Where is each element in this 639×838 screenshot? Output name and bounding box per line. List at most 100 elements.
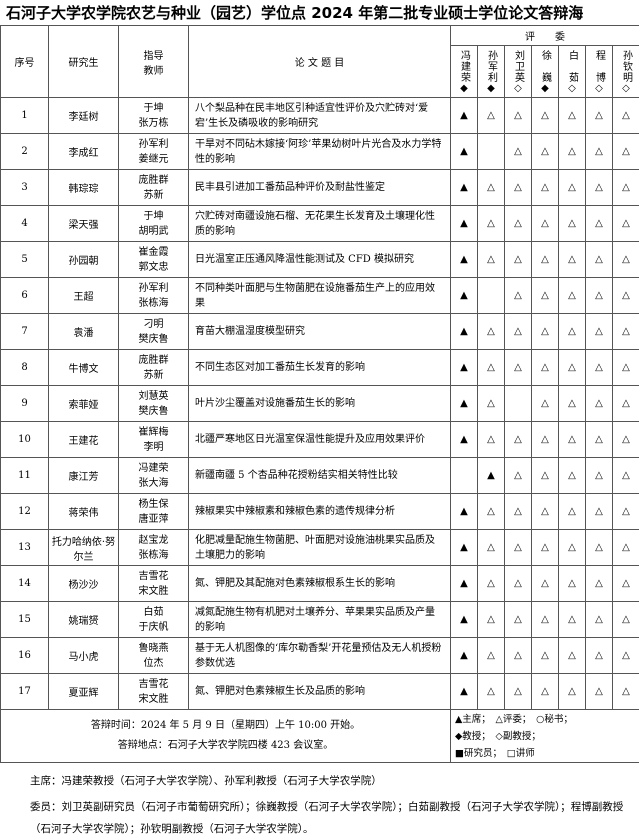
advisor: 胡明武 (138, 225, 169, 237)
members: 委员：刘卫英副研究员（石河子市葡萄研究所）；徐巍教授（石河子大学农学院）；白茹副… (30, 801, 624, 835)
committee-role: △ (531, 241, 559, 278)
table-row: 7 袁潘 刁明 樊庆鲁 育苗大棚温湿度模型研究 ▲ △ △ △ △ △ △ (0, 313, 639, 350)
student: 韩琮琮 (48, 169, 119, 206)
committee-role: △ (531, 133, 559, 170)
student: 孙园朝 (48, 241, 119, 278)
row-number: 12 (0, 493, 49, 530)
thesis-title: 北疆严寒地区日光温室保温性能提升及应用效果评价 (188, 421, 451, 458)
member-rank: ◆ (460, 82, 468, 94)
advisor: 唐亚萍 (138, 513, 169, 525)
committee-role: △ (558, 673, 586, 710)
committee-role: △ (531, 565, 559, 602)
student: 李廷树 (48, 97, 119, 134)
committee-role: ▲ (450, 493, 478, 530)
committee-role: △ (585, 457, 613, 494)
table-foot: 答辩时间：2024 年 5 月 9 日（星期四）上午 10:00 开始。 答辩地… (0, 709, 639, 763)
committee-role: △ (504, 349, 532, 386)
row-number: 15 (0, 601, 49, 638)
committee-role: △ (531, 205, 559, 242)
committee-role: △ (585, 133, 613, 170)
committee-role: △ (558, 313, 586, 350)
member-rank: ◇ (514, 82, 522, 94)
row-number: 5 (0, 241, 49, 278)
advisors: 于坤 张万栋 (118, 97, 189, 134)
committee-role: △ (558, 169, 586, 206)
committee-role: △ (558, 349, 586, 386)
committee-role: △ (477, 385, 505, 422)
committee-role: △ (585, 349, 613, 386)
committee-role: △ (477, 169, 505, 206)
thesis-title: 穴贮砖对南疆设施石榴、无花果生长发育及土壤理化性质的影响 (188, 205, 451, 242)
member-name: 白 茹 (566, 49, 578, 83)
table-head: 序号 研究生 指导 教师 论 文 题 目 评 委 冯建荣 ◆ 孙军利 ◆ 刘卫英 ◇ 徐 巍 ◆… (0, 25, 639, 98)
advisor: 杨生保 (138, 498, 169, 510)
col-header-line: 指导 (143, 50, 164, 62)
committee-role: △ (531, 637, 559, 674)
thesis-title: 氮、钾肥对色素辣椒生长及品质的影响 (188, 673, 451, 710)
student: 袁潘 (48, 313, 119, 350)
row-number: 3 (0, 169, 49, 206)
advisors: 赵宝龙 张栋海 (118, 529, 189, 566)
committee-role: △ (558, 385, 586, 422)
committee-role: △ (477, 529, 505, 566)
thesis-title: 辣椒果实中辣椒素和辣椒色素的遗传规律分析 (188, 493, 451, 530)
committee-role: △ (585, 601, 613, 638)
table-row: 8 牛博文 庞胜群 苏新 不同生态区对加工番茄生长发育的影响 ▲ △ △ △ △ △ △ (0, 349, 639, 386)
committee-role: △ (504, 529, 532, 566)
row-number: 7 (0, 313, 49, 350)
committee-role: △ (611, 241, 639, 278)
advisor: 宋文胜 (138, 693, 169, 705)
table-row: 13 托力哈纳依·努尔兰 赵宝龙 张栋海 化肥减量配施生物菌肥、叶面肥对设施油桃果实品质… (0, 529, 639, 566)
committee-role: △ (585, 97, 613, 134)
member-rank: ◇ (595, 82, 603, 94)
advisors: 崔辉梅 李明 (118, 421, 189, 458)
advisor: 张大海 (138, 477, 169, 489)
committee-role: △ (611, 421, 639, 458)
thesis-title: 不同种类叶面肥与生物菌肥在设施番茄生产上的应用效果 (188, 277, 451, 314)
table-row: 9 索菲娅 刘慧英 樊庆鲁 叶片沙尘覆盖对设施番茄生长的影响 ▲ △ △ △ △ △ (0, 385, 639, 422)
committee-role: △ (477, 637, 505, 674)
student: 王建花 (48, 421, 119, 458)
thesis-title: 基于无人机图像的‘库尔勒香梨’开花量预估及无人机授粉参数优选 (188, 637, 451, 674)
table-row: 12 蒋荣伟 杨生保 唐亚萍 辣椒果实中辣椒素和辣椒色素的遗传规律分析 ▲ △ △ △ △ △ △ (0, 493, 639, 530)
committee-role: △ (611, 457, 639, 494)
committee-role: △ (611, 493, 639, 530)
committee-role: △ (611, 565, 639, 602)
committee-cell (477, 277, 505, 314)
committee-role: ▲ (450, 97, 478, 134)
committee-role: △ (558, 241, 586, 278)
legend: ▲主席； △评委； ○秘书； ◆教授； ◇副教授； ■研究员； □讲师 (449, 709, 639, 763)
student: 杨沙沙 (48, 565, 119, 602)
committee-role: △ (531, 349, 559, 386)
advisor: 冯建荣 (138, 462, 169, 474)
advisor: 苏新 (143, 369, 164, 381)
committee-header: 评 委 (449, 25, 639, 46)
committee-role: △ (477, 601, 505, 638)
committee-role: △ (611, 349, 639, 386)
committee-role: △ (531, 385, 559, 422)
committee-role: △ (504, 457, 532, 494)
advisor: 孙军利 (138, 138, 169, 150)
committee-role: △ (504, 277, 532, 314)
advisors: 吉雪花 宋文胜 (118, 673, 189, 710)
committee-role: ▲ (450, 601, 478, 638)
legend-line: ◆教授； ◇副教授； (455, 730, 541, 742)
student: 王超 (48, 277, 119, 314)
advisor: 白茹 (143, 606, 164, 618)
table-row: 2 李成红 孙军利 姜继元 干旱对不同砧木嫁接‘阿珍’苹果幼树叶片光合及水力学特性的影响… (0, 133, 639, 170)
col-header: 指导 教师 (118, 25, 189, 98)
member-name: 徐 巍 (539, 49, 551, 83)
committee-role: △ (585, 565, 613, 602)
committee-role: △ (558, 205, 586, 242)
student: 康江芳 (48, 457, 119, 494)
table-row: 5 孙园朝 崔金霞 郭文忠 日光温室正压通风降温性能测试及 CFD 模拟研究 ▲ △ △ △ △ △… (0, 241, 639, 278)
row-number: 2 (0, 133, 49, 170)
committee-role: △ (531, 673, 559, 710)
committee-role: △ (531, 601, 559, 638)
thesis-title: 八个梨品种在民丰地区引种适宜性评价及穴贮砖对‘爱宕’生长及磷吸收的影响研究 (188, 97, 451, 134)
committee-role: △ (611, 601, 639, 638)
committee-role: △ (611, 313, 639, 350)
student: 索菲娅 (48, 385, 119, 422)
committee-role: △ (611, 673, 639, 710)
student: 李成红 (48, 133, 119, 170)
